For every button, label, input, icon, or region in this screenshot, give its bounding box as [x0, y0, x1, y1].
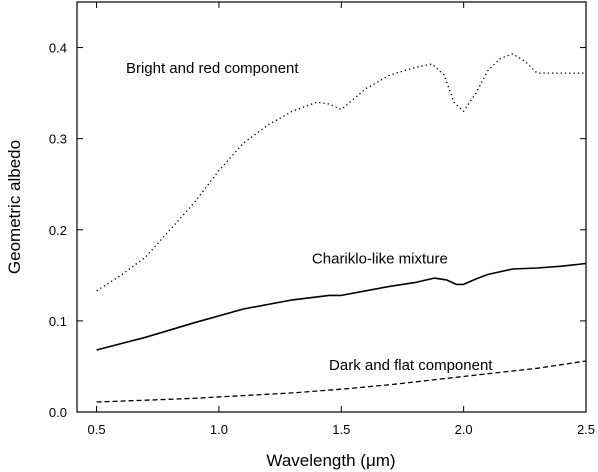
x-tick-label: 2.5	[577, 422, 595, 437]
y-axis-ticks: 0.0 0.1 0.2 0.3 0.4	[49, 41, 586, 420]
series-line-solid	[96, 262, 587, 351]
annotation-layer: Bright and red component Chariklo-like mi…	[126, 60, 493, 374]
series-annotation-label: Bright and red component	[126, 60, 299, 77]
series-layer	[96, 53, 587, 403]
series-line-dotted	[96, 53, 586, 292]
y-tick-label: 0.3	[49, 132, 67, 147]
plot-frame	[76, 1, 587, 413]
y-tick-label: 0.1	[49, 314, 67, 329]
series-line-dashed	[96, 360, 587, 403]
x-tick-label: 2.0	[455, 422, 473, 437]
x-axis-title: Wavelength (μm)	[266, 451, 395, 470]
series-annotation-label: Chariklo-like mixture	[312, 250, 448, 267]
x-axis-ticks: 0.5 1.0 1.5 2.0 2.5	[88, 2, 595, 437]
y-tick-label: 0.2	[49, 223, 67, 238]
y-tick-label: 0.4	[49, 41, 67, 56]
x-tick-label: 1.5	[332, 422, 350, 437]
x-tick-label: 0.5	[88, 422, 106, 437]
y-tick-label: 0.0	[49, 405, 67, 420]
x-tick-label: 1.0	[210, 422, 228, 437]
series-annotation-label: Dark and flat component	[329, 357, 493, 374]
y-axis-title: Geometric albedo	[5, 140, 24, 274]
